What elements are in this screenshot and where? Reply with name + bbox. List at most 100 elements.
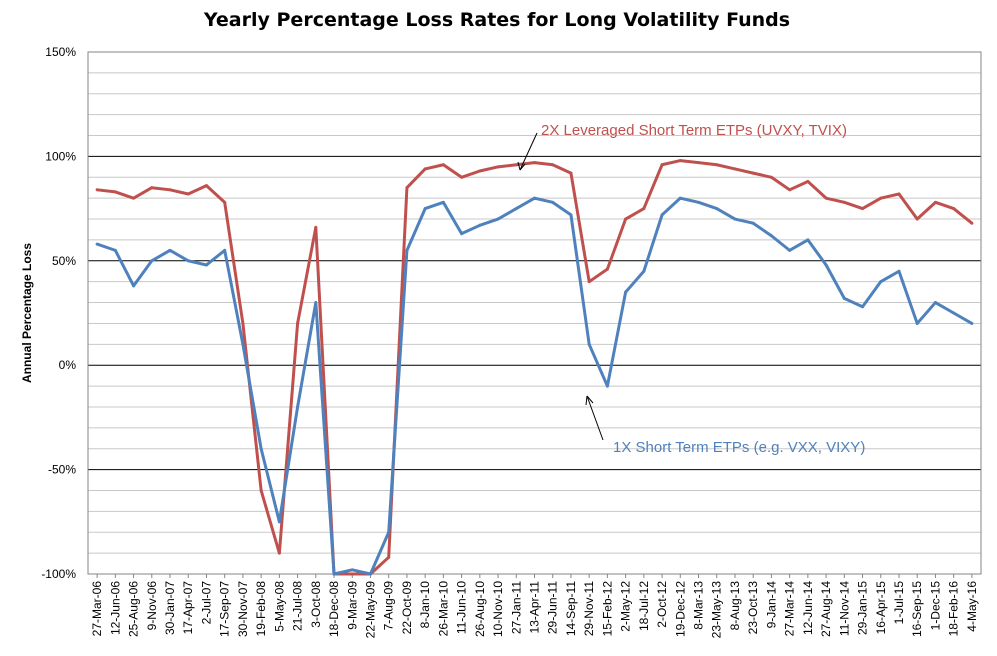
data-point-2x xyxy=(861,207,865,211)
x-tick-label: 10-Nov-10 xyxy=(491,581,505,637)
x-tick-label: 8-Mar-13 xyxy=(692,581,706,630)
data-point-2x xyxy=(387,555,391,559)
data-point-2x xyxy=(277,551,281,555)
data-point-1x xyxy=(642,269,646,273)
y-tick-label: 150% xyxy=(45,45,76,59)
data-point-2x xyxy=(132,196,136,200)
data-point-1x xyxy=(186,259,190,263)
data-point-1x xyxy=(806,238,810,242)
data-point-1x xyxy=(769,234,773,238)
x-tick-label: 2-May-12 xyxy=(619,581,633,632)
data-point-2x xyxy=(296,321,300,325)
x-tick-label: 12-Jun-14 xyxy=(801,581,815,635)
data-point-1x xyxy=(350,568,354,572)
data-point-1x xyxy=(587,342,591,346)
data-point-2x xyxy=(350,572,354,576)
x-tick-label: 9-Jan-14 xyxy=(764,581,778,629)
data-point-1x xyxy=(514,207,518,211)
data-point-1x xyxy=(496,217,500,221)
x-tick-label: 8-Aug-13 xyxy=(728,581,742,631)
x-tick-label: 9-Mar-09 xyxy=(345,581,359,630)
data-point-2x xyxy=(259,488,263,492)
x-tick-label: 25-Aug-06 xyxy=(127,581,141,637)
data-point-2x xyxy=(496,165,500,169)
data-point-1x xyxy=(915,321,919,325)
data-point-1x xyxy=(204,263,208,267)
data-point-2x xyxy=(769,175,773,179)
x-tick-label: 27-Mar-06 xyxy=(90,581,104,637)
data-point-1x xyxy=(824,263,828,267)
data-point-2x xyxy=(751,171,755,175)
x-tick-label: 12-Jun-06 xyxy=(108,581,122,635)
x-tick-label: 26-Mar-10 xyxy=(436,581,450,637)
x-tick-label: 18-Jul-12 xyxy=(637,581,651,631)
x-tick-label: 23-May-13 xyxy=(710,581,724,639)
data-point-2x xyxy=(970,221,974,225)
x-tick-label: 3-Oct-08 xyxy=(309,581,323,628)
x-tick-label: 19-Feb-08 xyxy=(254,581,268,637)
data-point-2x xyxy=(824,196,828,200)
x-tick-label: 26-Aug-10 xyxy=(473,581,487,637)
data-point-1x xyxy=(569,213,573,217)
x-tick-label: 19-Dec-12 xyxy=(673,581,687,637)
data-point-1x xyxy=(387,530,391,534)
data-point-2x xyxy=(514,163,518,167)
x-tick-label: 27-Jan-11 xyxy=(509,581,523,634)
data-point-1x xyxy=(715,207,719,211)
data-point-1x xyxy=(113,248,117,252)
data-point-2x xyxy=(168,188,172,192)
x-tick-label: 2-Oct-12 xyxy=(655,581,669,628)
data-point-1x xyxy=(368,572,372,576)
x-tick-label: 13-Apr-11 xyxy=(528,581,542,634)
y-tick-label: -100% xyxy=(41,567,76,581)
annotation-2x-leader xyxy=(519,132,538,171)
data-point-2x xyxy=(186,192,190,196)
x-tick-label: 2-Jul-07 xyxy=(199,581,213,625)
data-point-2x xyxy=(678,159,682,163)
data-point-1x xyxy=(277,520,281,524)
annotation-1x-leader xyxy=(586,395,604,441)
x-tick-label: 11-Nov-14 xyxy=(837,581,851,636)
x-tick-label: 5-May-08 xyxy=(272,581,286,632)
data-point-1x xyxy=(605,384,609,388)
data-point-2x xyxy=(842,200,846,204)
data-point-1x xyxy=(678,196,682,200)
data-point-2x xyxy=(605,267,609,271)
data-point-1x xyxy=(952,311,956,315)
data-point-2x xyxy=(952,207,956,211)
x-tick-label: 27-Mar-14 xyxy=(783,581,797,637)
x-tick-label: 1-Dec-15 xyxy=(928,581,942,631)
x-tick-label: 11-Jun-10 xyxy=(455,581,469,634)
data-point-1x xyxy=(132,284,136,288)
data-point-1x xyxy=(624,290,628,294)
x-tick-label: 14-Sep-11 xyxy=(564,581,578,636)
x-axis-ticks: 27-Mar-06 12-Jun-06 25-Aug-06 9-Nov-06 30-Ja… xyxy=(90,574,979,638)
data-point-1x xyxy=(332,572,336,576)
data-point-1x xyxy=(168,248,172,252)
data-point-1x xyxy=(441,200,445,204)
x-tick-label: 1-Jul-15 xyxy=(892,581,906,625)
data-point-2x xyxy=(223,200,227,204)
chart-title: Yearly Percentage Loss Rates for Long Vo… xyxy=(203,9,790,31)
data-point-2x xyxy=(933,200,937,204)
y-axis-label: Annual Percentage Loss xyxy=(20,243,34,383)
data-point-1x xyxy=(259,447,263,451)
x-tick-label: 9-Nov-06 xyxy=(145,581,159,631)
data-point-2x xyxy=(150,186,154,190)
x-tick-label: 18-Dec-08 xyxy=(327,581,341,637)
y-tick-label: 100% xyxy=(45,149,76,163)
data-point-1x xyxy=(697,200,701,204)
series-lines xyxy=(95,159,974,576)
data-point-2x xyxy=(551,163,555,167)
x-tick-label: 27-Aug-14 xyxy=(819,581,833,637)
x-tick-label: 30-Nov-07 xyxy=(236,581,250,637)
x-tick-label: 29-Jan-15 xyxy=(856,581,870,635)
x-tick-label: 16-Sep-15 xyxy=(910,581,924,637)
data-point-1x xyxy=(95,242,99,246)
data-point-1x xyxy=(533,196,536,200)
data-point-2x xyxy=(478,169,482,173)
data-point-2x xyxy=(441,163,445,167)
data-point-2x xyxy=(624,217,628,221)
